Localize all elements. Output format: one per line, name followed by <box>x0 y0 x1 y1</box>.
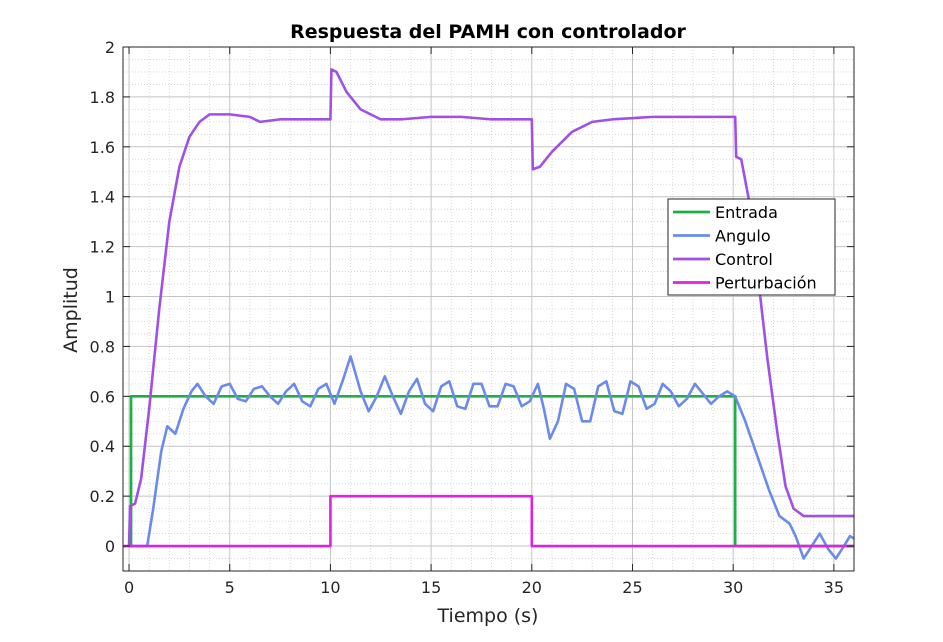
y-tick-label: 0.4 <box>90 437 115 456</box>
y-tick-label: 2 <box>105 38 115 57</box>
y-tick-label: 0 <box>105 537 115 556</box>
y-tick-label: 0.2 <box>90 487 115 506</box>
y-tick-label: 1 <box>105 288 115 307</box>
chart-title: Respuesta del PAMH con controlador <box>290 21 686 43</box>
x-tick-label: 25 <box>622 578 642 597</box>
x-tick-label: 35 <box>824 578 844 597</box>
minor-grid <box>123 47 855 572</box>
x-axis-label: Tiempo (s) <box>437 605 539 627</box>
axes-box <box>122 46 855 572</box>
y-tick-label: 1.6 <box>90 138 115 157</box>
series-line-perturbacion <box>123 494 854 548</box>
legend-label-angulo: Angulo <box>715 227 771 246</box>
y-tick-label: 0.8 <box>90 337 115 356</box>
legend-label-entrada: Entrada <box>715 203 778 222</box>
ticks-layer <box>123 46 854 571</box>
y-tick-label: 1.4 <box>90 188 115 207</box>
plot-area <box>122 46 855 572</box>
legend-label-perturbacion: Perturbación <box>715 274 817 293</box>
y-tick-label: 1.2 <box>90 238 115 257</box>
legend-items: Entrada Angulo Control Perturbación <box>673 203 817 293</box>
x-tick-label: 5 <box>225 578 235 597</box>
x-tick-label: 20 <box>522 578 542 597</box>
x-tick-labels: 0 5 10 15 20 25 30 35 <box>124 578 844 597</box>
series-line-control <box>127 68 854 547</box>
y-tick-label: 1.8 <box>90 88 115 107</box>
x-tick-label: 15 <box>421 578 441 597</box>
series-line-angulo <box>129 355 855 560</box>
legend-box <box>667 198 836 296</box>
y-tick-labels: 0 0.2 0.4 0.6 0.8 1 1.2 1.4 1.6 1.8 2 <box>90 38 115 556</box>
y-axis-label: Amplitud <box>60 267 82 353</box>
x-tick-label: 0 <box>124 578 134 597</box>
y-tick-label: 0.6 <box>90 387 115 406</box>
legend: Entrada Angulo Control Perturbación <box>667 198 836 296</box>
x-tick-label: 30 <box>723 578 743 597</box>
legend-label-control: Control <box>715 250 773 269</box>
series-layer <box>123 68 855 560</box>
x-tick-label: 10 <box>320 578 340 597</box>
